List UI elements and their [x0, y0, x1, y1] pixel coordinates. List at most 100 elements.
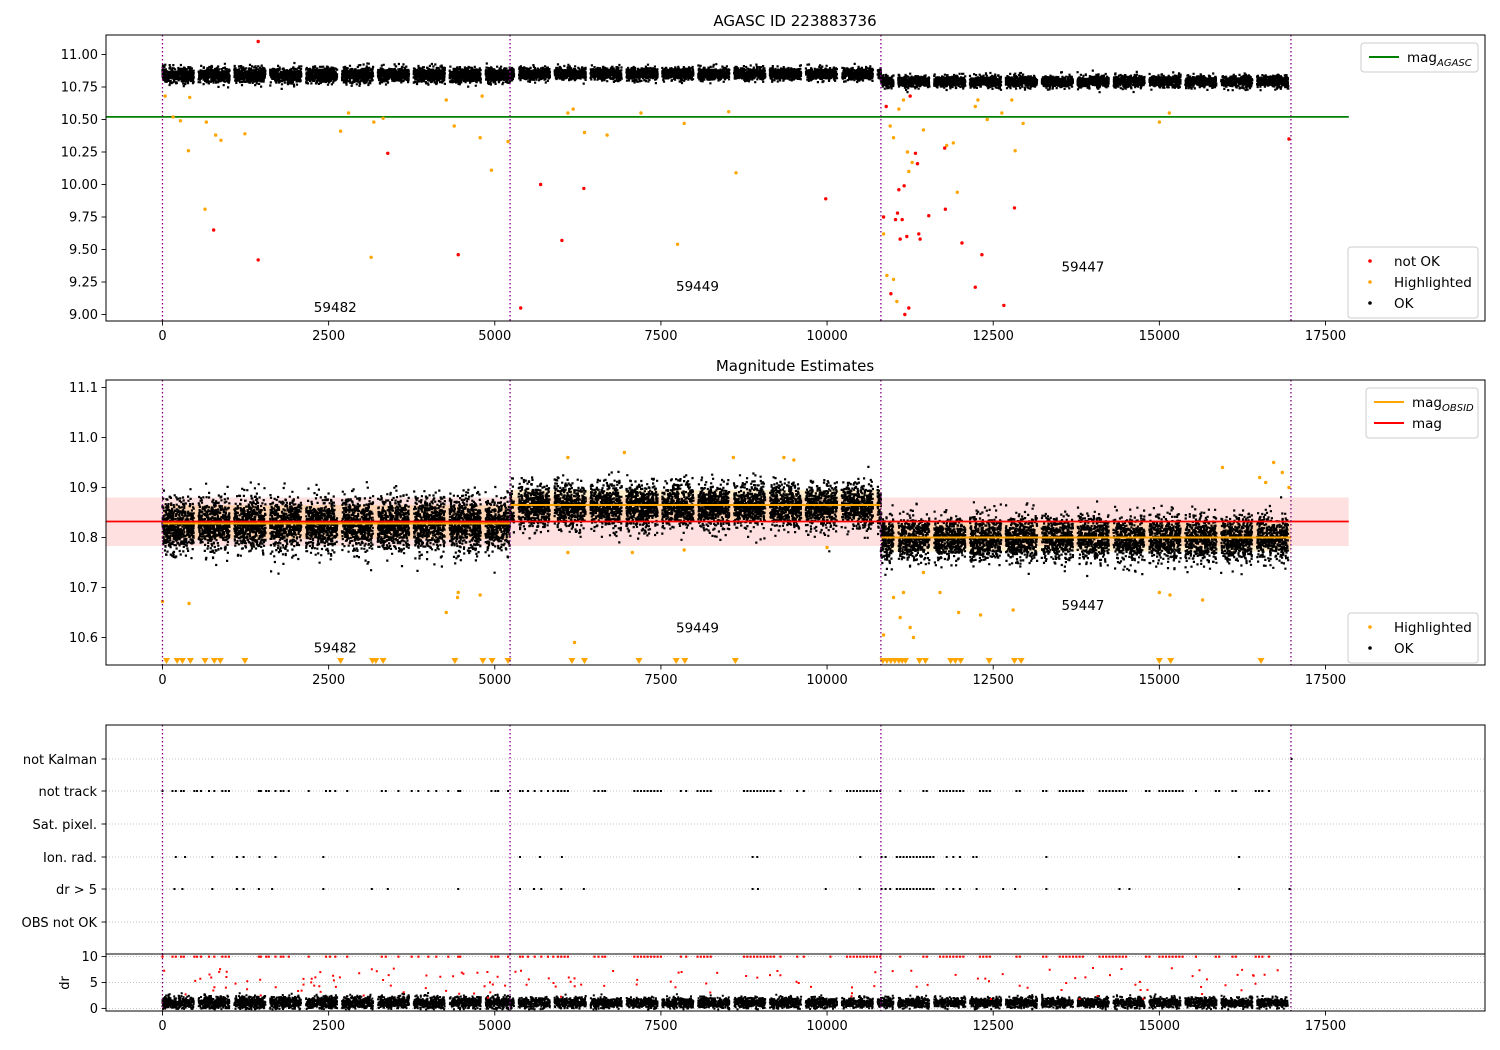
ok-points	[509, 62, 882, 85]
highlighted-floor-marker	[947, 658, 955, 664]
y-tick-label: 11.00	[61, 48, 98, 63]
flag-point	[193, 790, 196, 792]
flag-point	[766, 790, 769, 792]
x-tick-label: 15000	[1139, 329, 1180, 344]
obsid-label: 59447	[1061, 260, 1104, 276]
highlighted-point	[895, 299, 899, 304]
flag-point	[258, 856, 261, 858]
flag-point	[679, 790, 682, 792]
obsid-label: 59482	[314, 641, 357, 657]
flag-point	[872, 790, 875, 792]
x-tick-label: 5000	[478, 1019, 511, 1034]
flag-point	[1268, 790, 1271, 792]
flag-point	[447, 790, 450, 792]
flag-point	[242, 856, 245, 858]
flag-point	[427, 790, 430, 792]
not-ok-point	[1012, 206, 1017, 210]
ok-points	[509, 465, 882, 553]
highlighted-point	[1010, 98, 1014, 102]
ok-points	[161, 61, 512, 90]
flag-point	[161, 790, 164, 792]
flag-point	[912, 888, 915, 890]
flag-point	[988, 790, 991, 792]
flag-point	[852, 790, 855, 792]
flag-category-label: Sat. pixel.	[33, 818, 97, 833]
flag-point	[932, 856, 935, 858]
highlighted-point	[213, 133, 218, 137]
flag-point	[1071, 790, 1074, 792]
flag-category-label: Ion. rad.	[43, 851, 97, 866]
flag-point	[752, 790, 755, 792]
flag-point	[533, 790, 536, 792]
flag-point	[859, 790, 862, 792]
not-ok-point	[893, 217, 898, 222]
flag-point	[507, 790, 510, 792]
not-ok-point	[943, 207, 948, 211]
highlighted-point	[456, 590, 460, 595]
not-ok-point	[256, 39, 260, 44]
flag-point	[490, 790, 493, 792]
flag-point	[540, 888, 543, 890]
flag-point	[985, 790, 988, 792]
not-ok-point	[881, 215, 886, 219]
highlighted-point	[1280, 470, 1285, 475]
legend-marker-swatch	[1368, 625, 1372, 629]
flag-point	[779, 790, 782, 792]
highlighted-floor-marker	[681, 658, 689, 664]
highlighted-point	[921, 570, 926, 575]
x-tick-label: 12500	[973, 329, 1014, 344]
not-ok-point	[900, 217, 904, 222]
flag-point	[582, 888, 585, 890]
flag-point	[235, 888, 238, 890]
flag-point	[796, 790, 799, 792]
highlighted-point	[675, 242, 680, 246]
highlighted-point	[566, 111, 570, 115]
flag-point	[213, 790, 216, 792]
legend-label: not OK	[1394, 254, 1441, 270]
legend-label: mag	[1412, 416, 1442, 432]
flag-point	[746, 790, 749, 792]
highlighted-floor-marker	[915, 658, 923, 664]
not-ok-point	[889, 292, 893, 296]
flag-point	[879, 790, 882, 792]
flag-point	[174, 790, 177, 792]
flag-point	[546, 790, 549, 792]
flag-point	[1075, 790, 1078, 792]
flag-point	[560, 790, 563, 792]
flag-point	[699, 790, 702, 792]
highlighted-floor-marker	[921, 658, 929, 664]
flag-point	[709, 790, 712, 792]
flag-point	[802, 790, 805, 792]
flag-point	[756, 856, 759, 858]
flag-point	[1101, 790, 1104, 792]
flag-point	[1145, 790, 1148, 792]
flag-point	[659, 790, 662, 792]
flag-point	[958, 856, 961, 858]
flag-point	[597, 790, 600, 792]
not-ok-point	[456, 253, 460, 257]
flag-point	[1045, 856, 1048, 858]
not-ok-point	[918, 237, 922, 241]
panel-2-title: Magnitude Estimates	[716, 357, 874, 375]
flag-point	[922, 888, 925, 890]
flag-point	[1098, 790, 1101, 792]
flag-point	[905, 888, 908, 890]
flag-point	[307, 790, 310, 792]
flag-point	[384, 790, 387, 792]
flag-point	[328, 790, 331, 792]
not-ok-point	[907, 306, 911, 310]
x-tick-label: 10000	[806, 673, 847, 688]
highlighted-point	[891, 277, 896, 282]
y-tick-label: 0	[90, 1002, 98, 1017]
flag-point	[265, 790, 268, 792]
highlighted-point	[938, 590, 942, 595]
flag-point	[346, 790, 349, 792]
highlighted-floor-marker	[451, 658, 459, 664]
flag-point	[762, 790, 765, 792]
flag-point	[417, 790, 420, 792]
flag-point	[769, 790, 772, 792]
highlighted-point	[901, 98, 906, 102]
flag-point	[909, 888, 912, 890]
y-tick-label: 10.25	[61, 146, 98, 161]
